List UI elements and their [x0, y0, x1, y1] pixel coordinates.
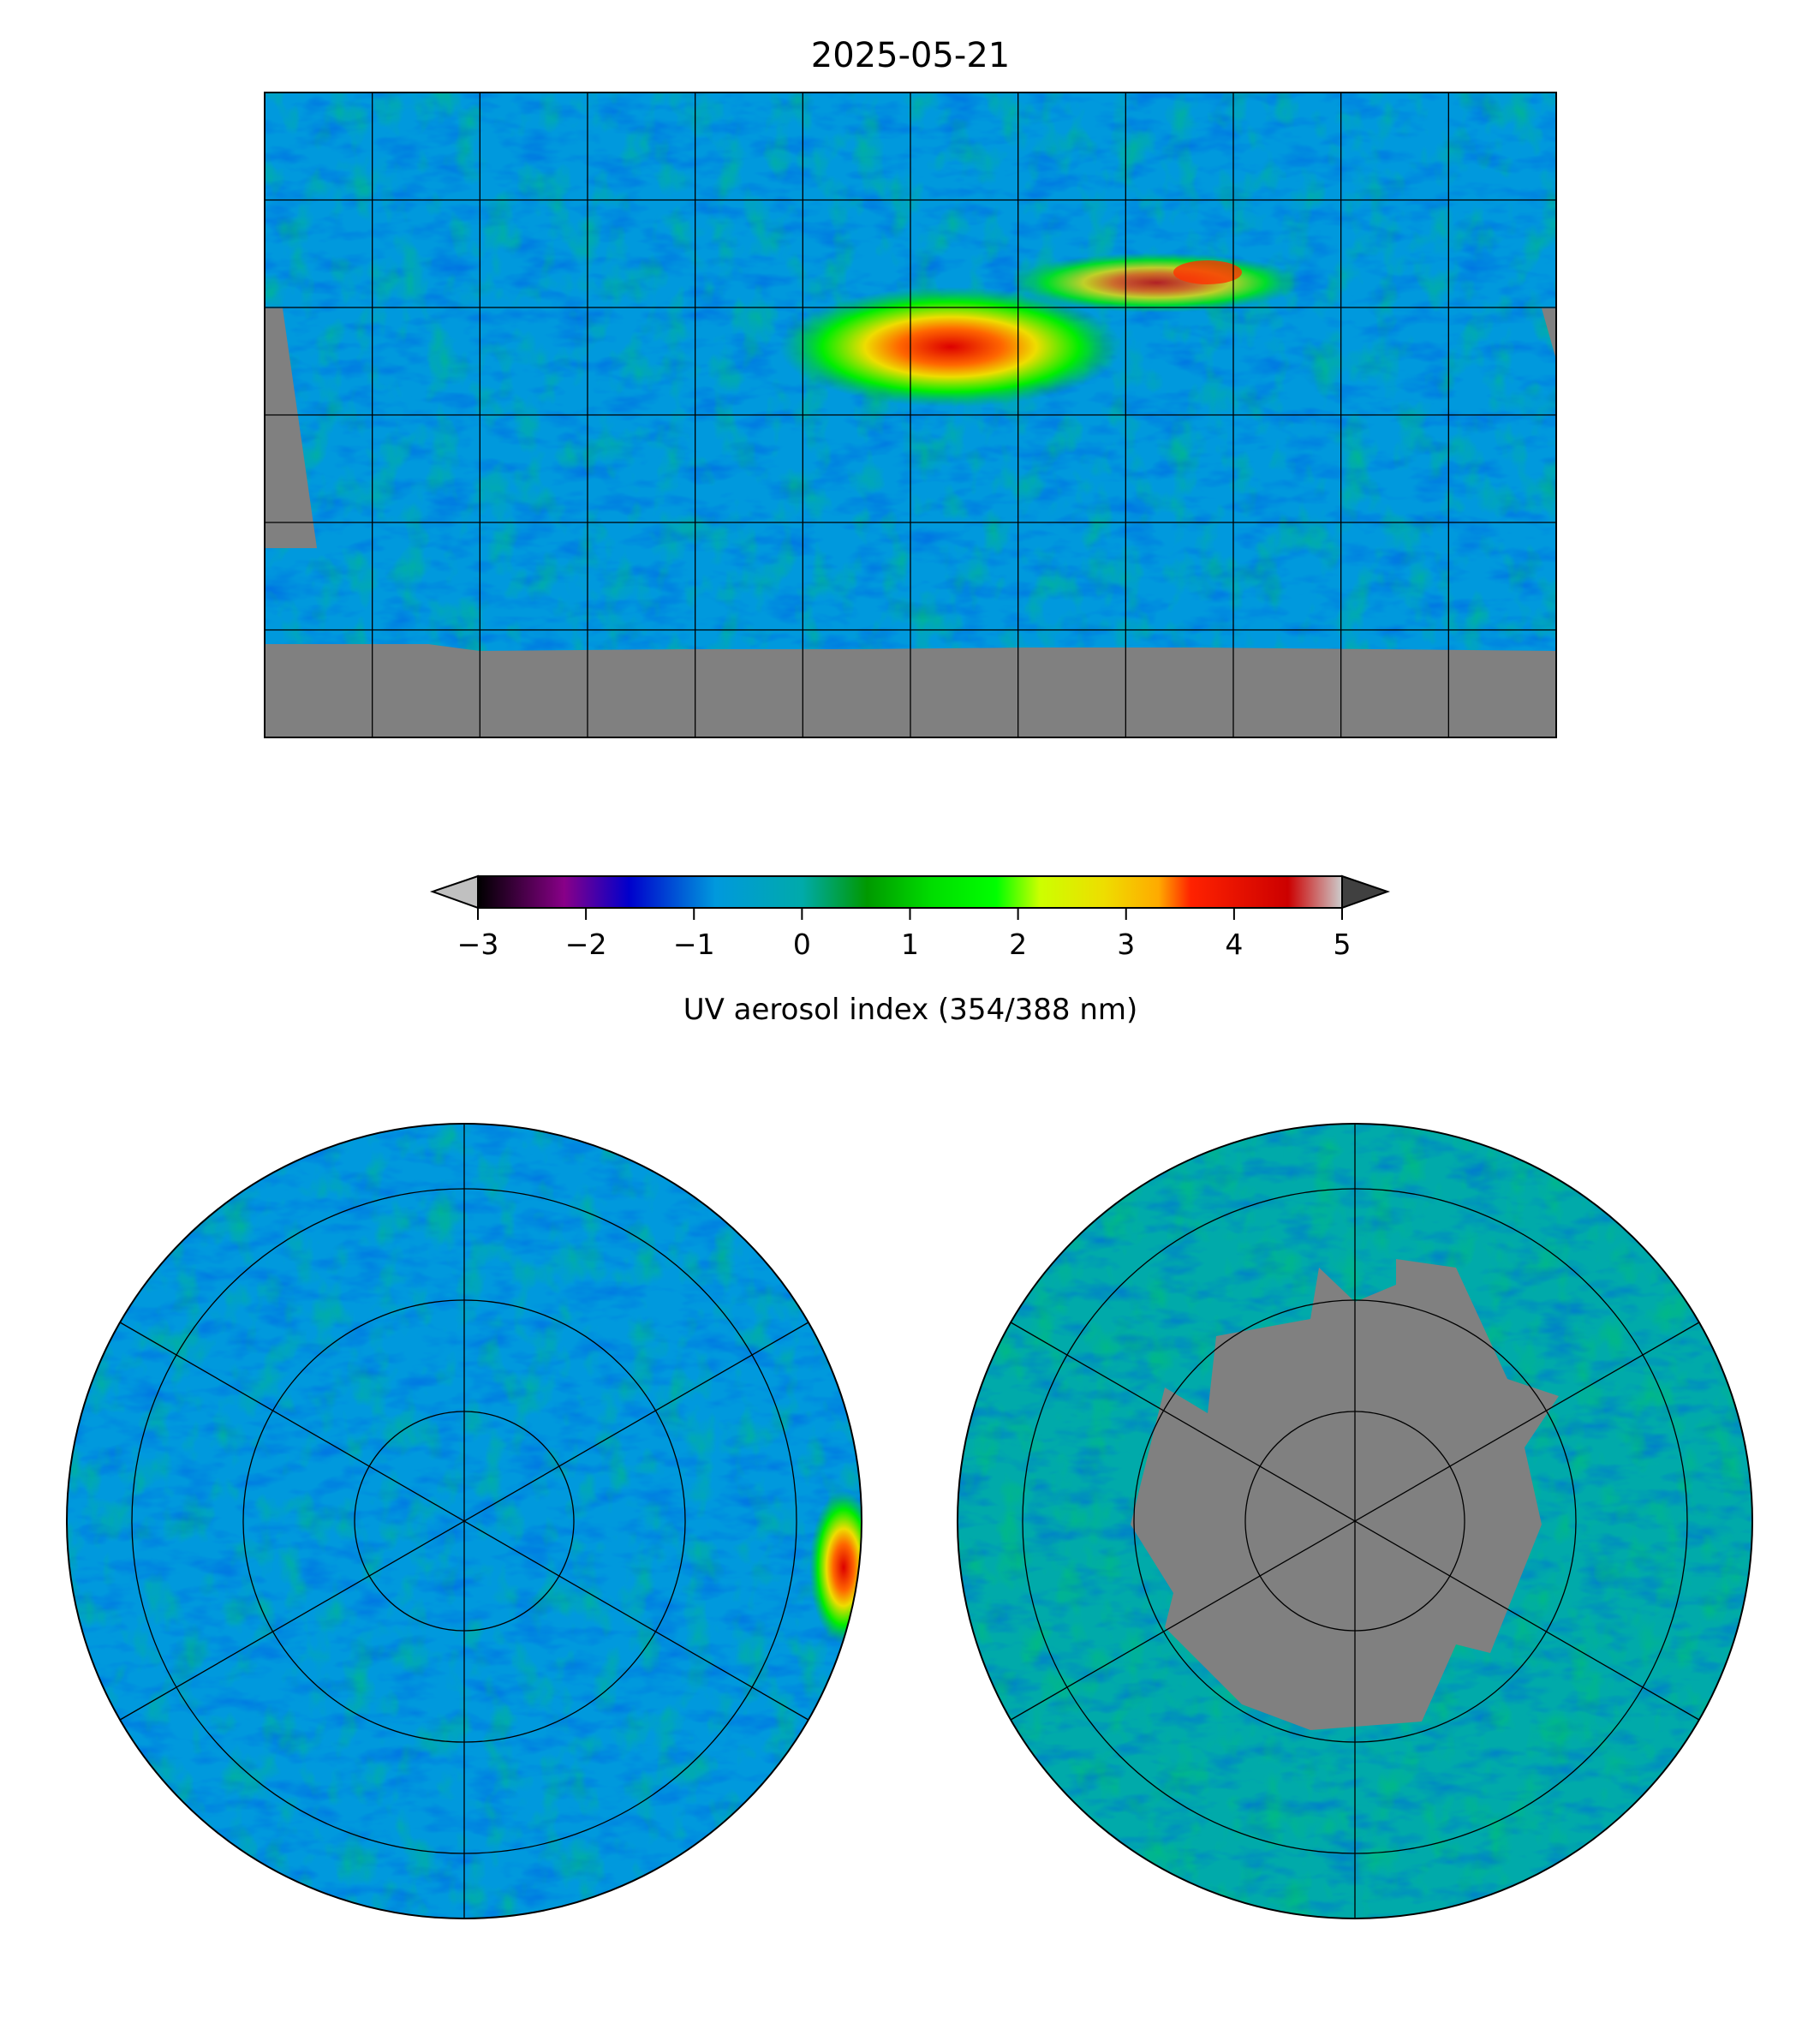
antarctica-no-data	[1131, 1259, 1559, 1730]
colorbar-over-extension	[1341, 874, 1391, 910]
north-gridlines	[115, 1124, 814, 1919]
south-gridlines	[1005, 1124, 1704, 1919]
colorbar-tick-label: 0	[793, 928, 811, 961]
meridian-line	[115, 1319, 814, 1723]
meridian-line	[1005, 1319, 1704, 1723]
colorbar-tick-label: 4	[1225, 928, 1243, 961]
north-dust-plume	[809, 1490, 862, 1644]
colorbar-gradient	[477, 875, 1343, 909]
colorbar-label: UV aerosol index (354/388 nm)	[683, 993, 1138, 1027]
no-data-east-edge	[1542, 308, 1556, 360]
colorbar-tick-label: −3	[457, 928, 499, 961]
global-map	[265, 92, 1556, 737]
north-frame	[66, 1123, 862, 1919]
chart-title: 2025-05-21	[811, 36, 1010, 75]
colorbar: −3 −2 −1 0 1 2 3 4 5 UV aerosol index (354/388 n…	[429, 874, 1391, 1027]
south-frame	[957, 1123, 1753, 1919]
colorbar-tick-label: −1	[673, 928, 715, 961]
no-data-west-edge	[265, 308, 317, 548]
south-polar-map	[958, 1124, 1752, 1919]
colorbar-ticks: −3 −2 −1 0 1 2 3 4 5	[457, 908, 1352, 961]
north-polar-map	[67, 1124, 862, 1919]
colorbar-tick-label: 1	[901, 928, 919, 961]
colorbar-under-extension	[429, 874, 479, 910]
saharan-dust-plume	[779, 287, 1122, 407]
asian-dust-plume	[1011, 253, 1302, 313]
map-gridlines	[265, 92, 1556, 737]
map-frame	[264, 92, 1557, 738]
colorbar-tick-label: 5	[1334, 928, 1352, 961]
dust-hotspot	[1173, 260, 1242, 284]
colorbar-tick-label: −2	[565, 928, 607, 961]
colorbar-tick-label: 3	[1117, 928, 1135, 961]
colorbar-tick-label: 2	[1009, 928, 1027, 961]
